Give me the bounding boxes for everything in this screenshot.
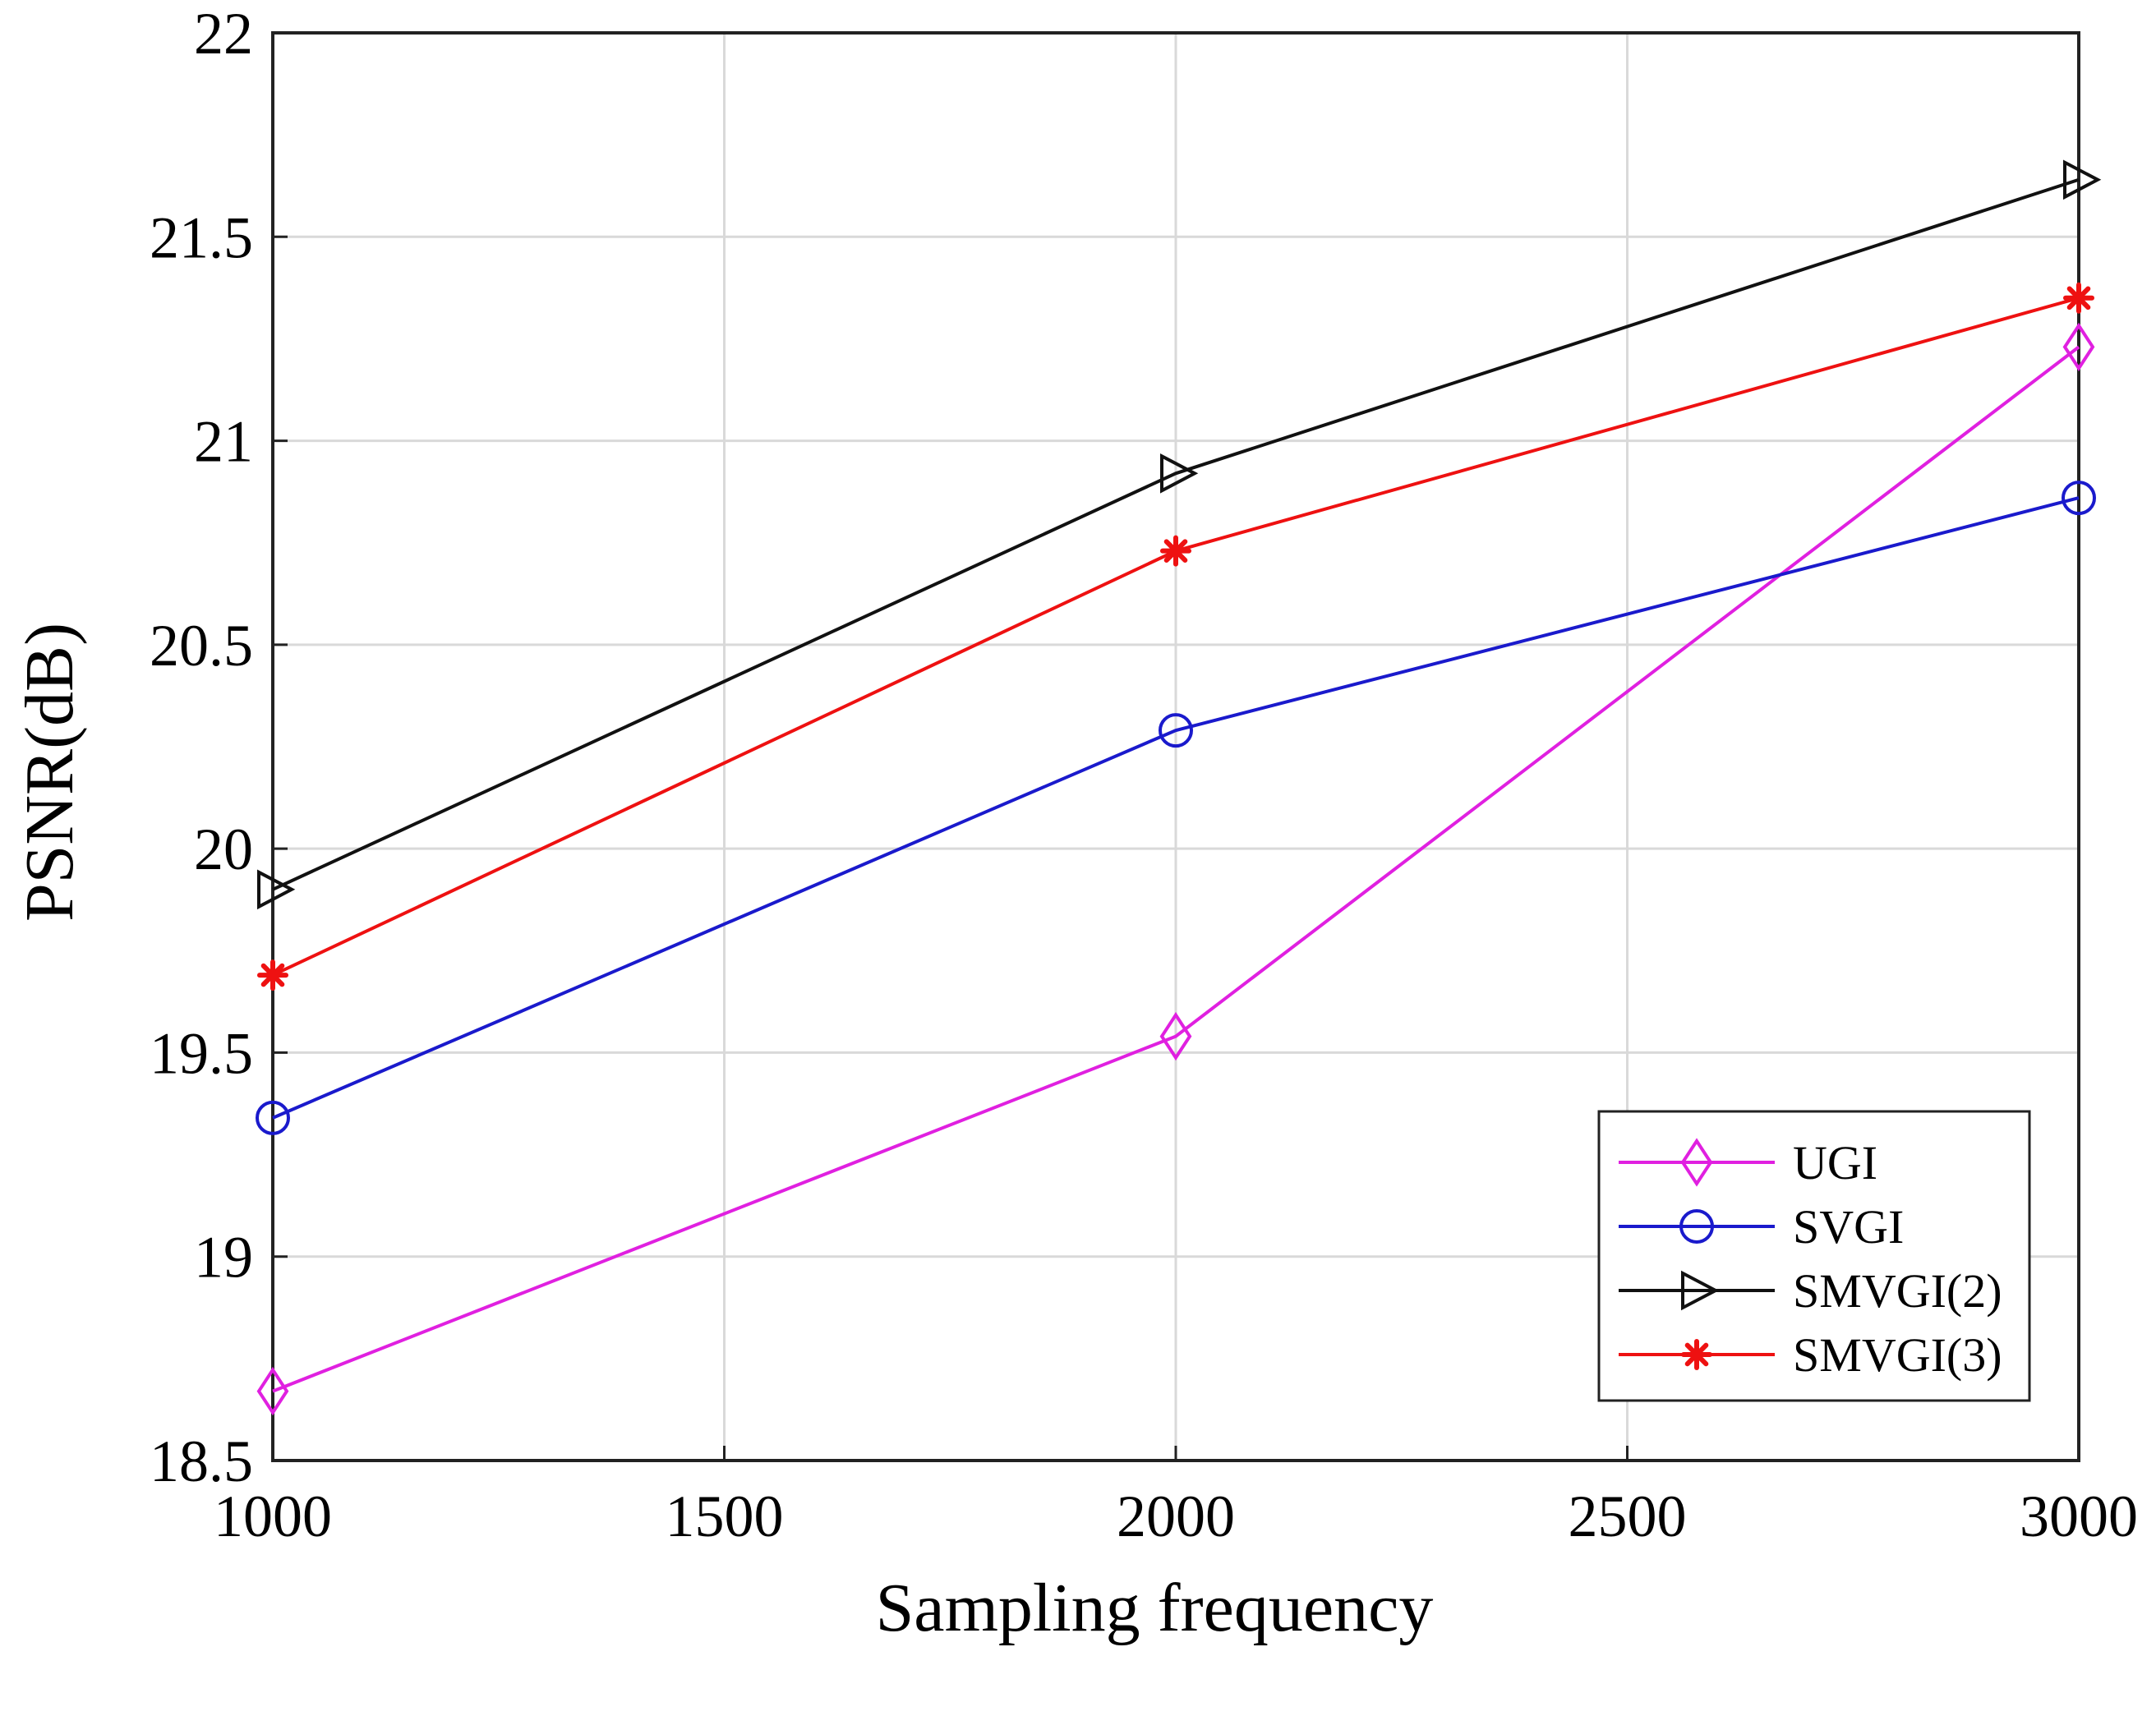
tick-labels: 1000 1500 2000 2500 3000 18.5 19 19.5 20 20.5 21 21… (150, 1, 2138, 1549)
legend-label: SMVGI(3) (1793, 1328, 2002, 1382)
legend-label: UGI (1793, 1136, 1877, 1189)
legend-marker (1679, 1209, 1714, 1244)
y-tick-label: 20 (194, 817, 253, 882)
legend-item-svgi: SVGI (1619, 1200, 1904, 1254)
y-tick-label: 20.5 (150, 613, 253, 679)
series-group (256, 159, 2102, 1416)
y-tick-label: 22 (194, 1, 253, 67)
x-tick-label: 1000 (214, 1484, 332, 1549)
series-smvgi-2 (257, 159, 2102, 910)
x-tick-label: 2500 (1569, 1484, 1687, 1549)
legend-marker (1681, 1339, 1712, 1370)
series-smvgi-3 (257, 282, 2094, 991)
y-tick-label: 19 (194, 1225, 253, 1290)
legend-box (1597, 1110, 2031, 1402)
data-point-svgi (2062, 481, 2096, 516)
legend-marker (1681, 1270, 1720, 1311)
data-point-smvgi-2 (1160, 453, 1199, 494)
y-tick-label: 21 (194, 409, 253, 475)
legend-label: SVGI (1793, 1200, 1904, 1254)
data-point-smvgi-3 (2063, 282, 2094, 314)
legend-label: SMVGI(2) (1793, 1264, 2002, 1318)
data-point-smvgi-2 (2063, 159, 2102, 200)
x-tick-label: 1500 (666, 1484, 784, 1549)
grid (273, 33, 2079, 1461)
data-point-ugi (2062, 322, 2095, 372)
legend-item-smvgi-3: SMVGI(3) (1619, 1328, 2002, 1382)
series-line-svgi (272, 496, 2080, 1120)
data-point-smvgi-2 (257, 869, 296, 910)
data-point-svgi (256, 1100, 290, 1135)
axes (271, 31, 2080, 1462)
series-line-smvgi-2 (272, 177, 2080, 891)
x-axis-title: Sampling frequency (876, 1570, 1434, 1646)
data-point-svgi (1159, 713, 1193, 748)
y-tick-label: 19.5 (150, 1020, 253, 1086)
star-ray (1163, 539, 1188, 563)
y-tick-label: 18.5 (150, 1428, 253, 1494)
legend-marker (1680, 1138, 1713, 1187)
data-point-ugi (256, 1366, 289, 1416)
y-tick-label: 21.5 (150, 205, 253, 270)
series-svgi (256, 481, 2096, 1135)
data-point-smvgi-3 (1160, 535, 1191, 567)
star-ray (2066, 286, 2091, 311)
legend-item-smvgi-2: SMVGI(2) (1619, 1264, 2002, 1318)
legend-item-ugi: UGI (1619, 1136, 1877, 1189)
data-point-smvgi-3 (257, 959, 288, 991)
y-axis-title: PSNR(dB) (12, 623, 88, 922)
legend: UGI SVGI SMVGI(2) SMVGI(3) (1597, 1110, 2031, 1402)
x-tick-label: 2000 (1117, 1484, 1235, 1549)
data-point-ugi (1159, 1011, 1192, 1061)
star-ray (1684, 1342, 1709, 1367)
x-tick-label: 3000 (2020, 1484, 2138, 1549)
star-ray (260, 963, 285, 987)
